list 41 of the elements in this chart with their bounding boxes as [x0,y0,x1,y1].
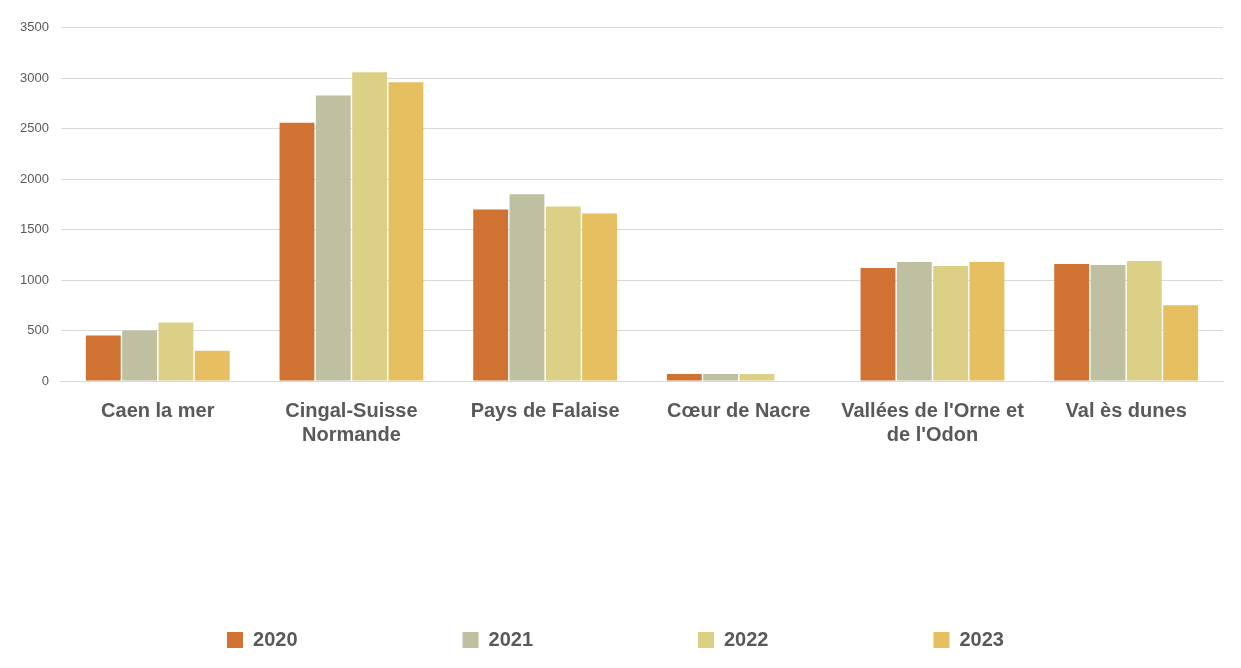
bar [1163,305,1199,381]
x-tick-label: Cœur de Nacre [667,398,811,421]
y-tick-label: 3500 [20,19,49,35]
bar [703,373,739,381]
y-tick-label: 1000 [20,271,49,287]
bar [1126,260,1162,381]
y-tick-label: 0 [41,372,49,388]
bar [194,350,230,381]
y-tick-label: 1500 [20,221,49,237]
bar [352,72,388,381]
x-tick-label: Vallées de l'Orne et de l'Odon [841,398,1025,445]
bar [860,267,896,381]
bar [582,213,618,381]
bar [739,373,775,381]
y-tick-label: 2000 [20,170,49,186]
y-tick-label: 3000 [20,69,49,85]
legend-label: 2023 [959,627,1004,650]
bar [158,322,194,381]
legend-label: 2022 [724,627,769,650]
bar [666,373,702,381]
bar [969,261,1005,381]
x-tick-label: Cingal-Suisse Normande [285,398,418,445]
y-tick-label: 500 [27,322,49,338]
bar [122,330,158,381]
bar [279,122,315,381]
legend-label: 2020 [253,627,298,650]
bar [388,82,424,381]
bar [545,206,581,381]
bar [1090,264,1126,381]
bar [933,265,969,381]
bar [509,194,545,381]
bar [85,335,121,381]
bar [896,261,932,381]
x-tick-label: Pays de Falaise [470,398,620,421]
bar [473,209,509,381]
legend-label: 2021 [488,627,534,650]
y-tick-label: 2500 [20,120,49,136]
x-tick-label: Val ès dunes [1065,398,1187,421]
bar [1054,263,1090,381]
bar [315,95,351,381]
x-tick-label: Caen la mer [101,398,215,421]
